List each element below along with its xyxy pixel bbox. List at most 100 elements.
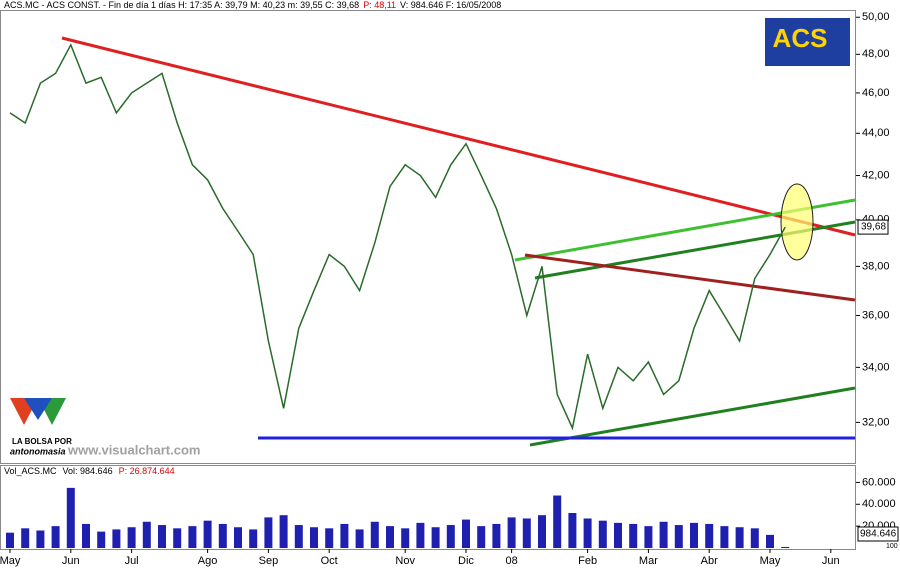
x-tick-label: Ago [198, 555, 218, 567]
volume-header: Vol_ACS.MC Vol: 984.646 P: 26.874.644 [4, 466, 175, 476]
y-tick-label: 38,00 [862, 260, 890, 272]
logo-text: ACS [773, 23, 828, 53]
x-tick-label: May [760, 555, 781, 567]
volume-bar [325, 528, 334, 548]
brand-text: LA BOLSA POR [12, 437, 72, 446]
volume-bar [294, 525, 303, 548]
volume-bar [507, 517, 516, 548]
x-tick-label: Abr [701, 555, 718, 567]
volume-bar [462, 519, 470, 548]
volume-bar [674, 525, 683, 548]
x-tick-label: Oct [321, 555, 338, 567]
volume-bar [705, 523, 714, 548]
header-text: P: 48,11 [363, 0, 396, 10]
volume-bar [36, 530, 45, 548]
volume-bar [97, 531, 106, 548]
x-tick-label: Jul [125, 555, 139, 567]
last-value-box [857, 526, 899, 542]
volume-bar [142, 521, 151, 548]
logo-box [765, 18, 850, 66]
y-tick-label: 50,00 [862, 11, 890, 23]
y2-tick-label: 40.000 [862, 498, 896, 510]
volume-bar [66, 487, 75, 548]
last-value-label: 984.646 [860, 529, 897, 540]
volume-bar [720, 526, 729, 548]
trend-line [524, 253, 856, 302]
x-tick-label: Feb [578, 555, 597, 567]
y-tick-label: 32,00 [862, 416, 890, 428]
y-tick-label: 44,00 [862, 127, 890, 139]
volume-pane [0, 465, 856, 550]
volume-bar [386, 526, 394, 548]
volume-bar [218, 523, 227, 548]
volume-bar [6, 532, 14, 548]
volume-bar [188, 526, 197, 548]
last-value-label: 39,68 [861, 222, 886, 233]
x-tick-label: Sep [259, 555, 279, 567]
volume-bar [568, 513, 577, 548]
volume-bar [234, 527, 242, 548]
last-value-box [857, 219, 889, 235]
volume-bar [735, 527, 744, 548]
volume-bar [158, 525, 166, 548]
volume-bar [598, 520, 607, 548]
y-tick-label: 42,00 [862, 169, 890, 181]
volume-bar [370, 521, 379, 548]
price-line [9, 43, 786, 431]
volume-bar [279, 515, 288, 548]
volume-bar [583, 518, 592, 548]
x-tick-label: Mar [639, 555, 658, 567]
y-tick-label: 34,00 [862, 361, 890, 373]
volume-bar [203, 520, 212, 548]
x-tick-label: Nov [395, 555, 415, 567]
brand-url: www.visualchart.com [67, 442, 200, 457]
x-tick-label: Jun [822, 555, 840, 567]
volume-bar [522, 518, 531, 548]
volume-bar [614, 522, 622, 548]
volume-bar [431, 527, 440, 548]
volume-bar [750, 528, 759, 548]
volume-note: 100 [886, 543, 898, 550]
volume-bar [310, 527, 318, 548]
volume-bar [112, 529, 121, 548]
volume-bar [401, 528, 410, 548]
header-text: Vol: 984.646 [63, 466, 113, 476]
trend-line [61, 36, 856, 237]
volume-bar [477, 526, 486, 548]
x-tick-label: May [0, 555, 21, 567]
y-tick-label: 48,00 [862, 48, 890, 60]
volume-bar [781, 546, 790, 548]
series-name: ACS.MC [4, 0, 40, 10]
volume-bar [690, 522, 698, 548]
volume-bar [538, 515, 546, 548]
volume-bar [644, 526, 653, 548]
volume-bar [629, 523, 638, 548]
volume-bar [416, 522, 425, 548]
highlight-ellipse [780, 183, 814, 261]
volume-bar [766, 534, 774, 548]
trend-line [529, 386, 856, 447]
volume-bar [446, 525, 455, 548]
volume-bar [249, 529, 258, 548]
volume-bar [51, 526, 60, 548]
x-tick-label: 08 [505, 555, 517, 567]
header-text: - ACS CONST. - Fin de día 1 días H: 17:3… [39, 0, 359, 10]
y2-tick-label: 60.000 [862, 476, 896, 488]
price-pane [0, 10, 856, 464]
brand-icon [24, 398, 52, 420]
volume-bar [21, 528, 30, 548]
volume-bar [264, 517, 273, 548]
volume-bar [173, 528, 182, 548]
volume-bar [355, 529, 364, 548]
volume-bar [492, 523, 501, 548]
x-tick-label: Jun [62, 555, 80, 567]
volume-bar [659, 521, 668, 548]
brand-text: antonomasia [10, 446, 66, 456]
volume-bar [340, 523, 349, 548]
x-tick-label: Dic [458, 555, 474, 567]
y-tick-label: 36,00 [862, 309, 890, 321]
header: ACS.MC - ACS CONST. - Fin de día 1 días … [4, 0, 501, 10]
header-text: P: 26.874.644 [119, 466, 175, 476]
